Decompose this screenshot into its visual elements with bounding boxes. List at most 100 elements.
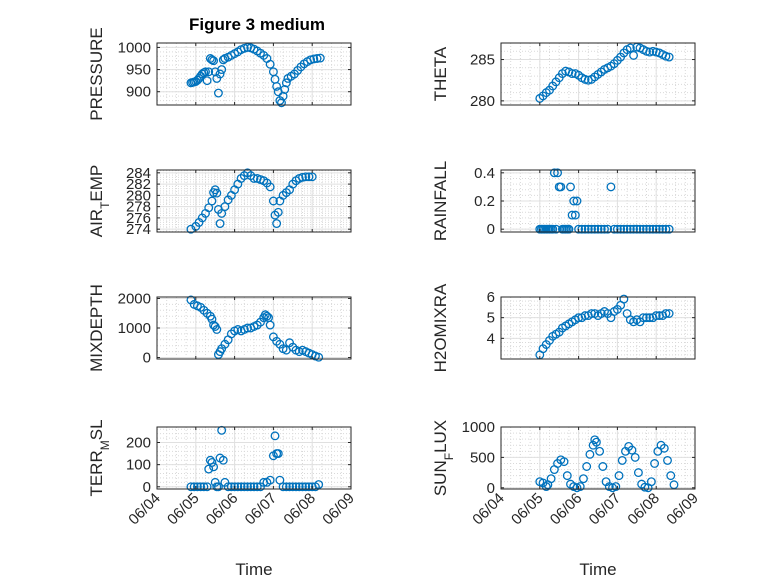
data-point (664, 52, 674, 62)
data-point (218, 455, 228, 465)
data-point (280, 85, 290, 94)
y-axis-label: MIXDEPTH (87, 284, 106, 372)
data-point (273, 449, 283, 459)
data-point (192, 482, 202, 492)
data-point (272, 219, 282, 228)
data-point (314, 352, 324, 362)
y-tick-label: 280 (470, 93, 495, 110)
y-tick-label: 0 (487, 480, 495, 497)
data-point (212, 188, 222, 198)
y-axis-label: RAINFALL (431, 161, 450, 241)
y-axis-label: AIRTEMP (87, 165, 112, 238)
y-tick-label: 2000 (118, 290, 151, 307)
data-point (278, 91, 288, 101)
data-point (239, 482, 249, 492)
data-point (572, 196, 582, 206)
data-point (230, 482, 240, 492)
data-point (281, 78, 291, 88)
data-point (595, 446, 605, 456)
y-tick-label: 1000 (118, 39, 151, 56)
data-point (186, 224, 196, 234)
y-tick-label: 200 (126, 435, 151, 452)
data-point (614, 471, 624, 481)
data-point (294, 482, 304, 492)
data-point (243, 323, 252, 333)
data-point (265, 182, 275, 192)
x-tick-label: 06/06 (203, 490, 242, 529)
data-point (583, 224, 593, 234)
data-point (625, 43, 635, 53)
x-tick-label: 06/07 (586, 490, 625, 529)
data-point (622, 224, 632, 234)
data-point (298, 482, 307, 492)
data-point (666, 471, 676, 481)
data-point (218, 55, 228, 65)
data-point (630, 452, 640, 462)
data-point (642, 224, 651, 234)
data-point (616, 224, 626, 234)
data-point (587, 224, 596, 234)
y-tick-label: 5 (487, 310, 495, 327)
axes-box (500, 42, 696, 106)
data-point (265, 320, 275, 330)
data-point (249, 482, 259, 492)
data-point (625, 224, 635, 234)
x-tick-label: 06/07 (242, 490, 281, 529)
y-axis-label: H2OMIXRA (431, 283, 450, 372)
data-point (314, 480, 324, 490)
data-point (249, 174, 259, 183)
data-point (304, 172, 314, 182)
y-tick-label: 1000 (462, 419, 495, 436)
data-point (629, 50, 639, 60)
data-point (207, 314, 217, 324)
x-tick-label: 06/05 (508, 490, 547, 529)
data-point (212, 325, 222, 334)
data-point (291, 482, 301, 492)
data-point (204, 67, 214, 77)
data-point (562, 471, 572, 481)
data-point (315, 53, 325, 63)
data-point (301, 172, 311, 182)
y-tick-label: 0 (487, 221, 495, 238)
data-point (265, 475, 275, 485)
y-tick-label: 900 (126, 84, 151, 101)
data-point (541, 482, 551, 492)
x-tick-label: 06/08 (280, 490, 319, 529)
y-tick-label: 0.2 (474, 193, 495, 210)
data-point (646, 477, 656, 487)
data-point (566, 182, 575, 192)
x-tick-label: 06/09 (319, 490, 358, 529)
axes-box (156, 169, 352, 233)
data-point (619, 224, 629, 234)
data-point (298, 172, 307, 182)
data-point (598, 462, 608, 471)
data-point (632, 224, 642, 234)
x-axis-label: Time (235, 560, 272, 579)
data-point (651, 311, 661, 321)
data-point (645, 224, 655, 234)
data-point (201, 67, 210, 77)
data-point (262, 311, 272, 321)
data-point (570, 210, 580, 220)
y-axis-label: TERRMSL (87, 419, 112, 496)
data-point (664, 309, 674, 318)
data-point (553, 168, 563, 178)
data-point (663, 455, 672, 465)
data-point (226, 482, 236, 492)
y-tick-label: 276 (126, 210, 151, 227)
data-point (611, 482, 621, 492)
data-point (199, 482, 209, 492)
data-point (627, 445, 637, 455)
y-axis-label: SUNFLUX (431, 420, 456, 496)
data-point (207, 457, 217, 467)
data-point (277, 98, 286, 108)
data-point (633, 468, 643, 478)
data-point (591, 437, 601, 447)
subplot-pressure: 900 950 1000 PRESSURE (87, 27, 352, 121)
data-point (559, 457, 569, 467)
data-point (612, 224, 622, 234)
data-point (215, 69, 225, 79)
